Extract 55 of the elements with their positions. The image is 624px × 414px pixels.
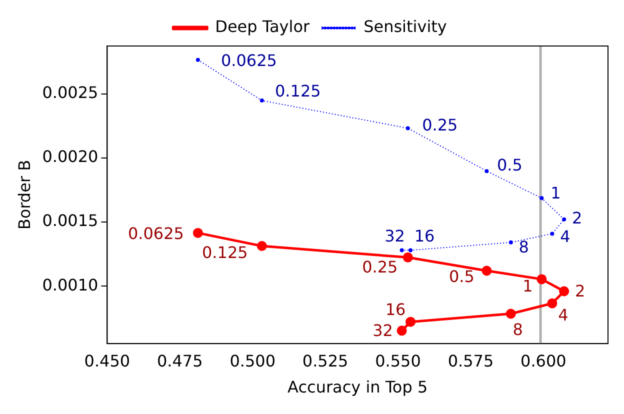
- annotation: 0.125: [202, 243, 248, 262]
- y-tick-label: 0.0015: [42, 211, 98, 230]
- annotation: 4: [558, 306, 568, 325]
- point: [547, 298, 558, 308]
- annotation: 8: [512, 320, 523, 339]
- point: [408, 248, 413, 252]
- point: [550, 232, 554, 236]
- annotation: 16: [414, 226, 435, 246]
- annotation: 1: [522, 276, 533, 296]
- point: [536, 274, 547, 284]
- annotation: 32: [372, 320, 393, 340]
- legend-label: Deep Taylor: [215, 17, 310, 36]
- point: [196, 58, 200, 62]
- x-tick-label: 0.500: [230, 351, 276, 370]
- annotation: 0.125: [275, 82, 321, 101]
- y-tick-label: 0.0025: [42, 83, 98, 102]
- point: [482, 266, 492, 276]
- annotation: 0.25: [422, 115, 458, 134]
- y-tick-label: 0.0010: [42, 275, 98, 294]
- annotation: 0.5: [496, 155, 522, 174]
- x-axis-title: Accuracy in Top 5: [288, 378, 428, 397]
- point: [406, 126, 410, 130]
- annotation: 0.25: [362, 258, 398, 277]
- annotation: 0.0625: [128, 224, 184, 244]
- annotation: 0.5: [448, 266, 474, 286]
- point: [256, 241, 267, 252]
- annotation: 2: [572, 208, 582, 228]
- point: [562, 217, 566, 222]
- annotation: 32: [384, 226, 405, 246]
- x-tick-label: 0.450: [84, 351, 130, 370]
- x-tick-label: 0.475: [156, 351, 203, 370]
- annotation: 2: [574, 281, 586, 300]
- point: [402, 252, 413, 262]
- point: [406, 316, 416, 327]
- point: [540, 196, 544, 200]
- annotation: 1: [550, 183, 561, 202]
- point: [559, 286, 570, 296]
- legend-label: Sensitivity: [364, 17, 447, 36]
- annotation: 0.0625: [220, 50, 277, 70]
- annotation: 16: [385, 300, 406, 319]
- y-tick-label: 0.0020: [42, 147, 98, 166]
- point: [400, 248, 404, 252]
- annotation: 8: [518, 238, 529, 257]
- x-tick-label: 0.550: [375, 351, 421, 370]
- point: [192, 228, 203, 238]
- point: [396, 326, 407, 336]
- point: [506, 308, 516, 319]
- x-tick-label: 0.525: [302, 351, 348, 370]
- point: [508, 240, 513, 244]
- x-tick-label: 0.575: [448, 351, 494, 370]
- x-tick-label: 0.600: [520, 351, 566, 370]
- annotation: 4: [560, 226, 570, 246]
- y-axis-title: Border B: [14, 160, 34, 230]
- point: [260, 98, 264, 103]
- point: [484, 169, 489, 174]
